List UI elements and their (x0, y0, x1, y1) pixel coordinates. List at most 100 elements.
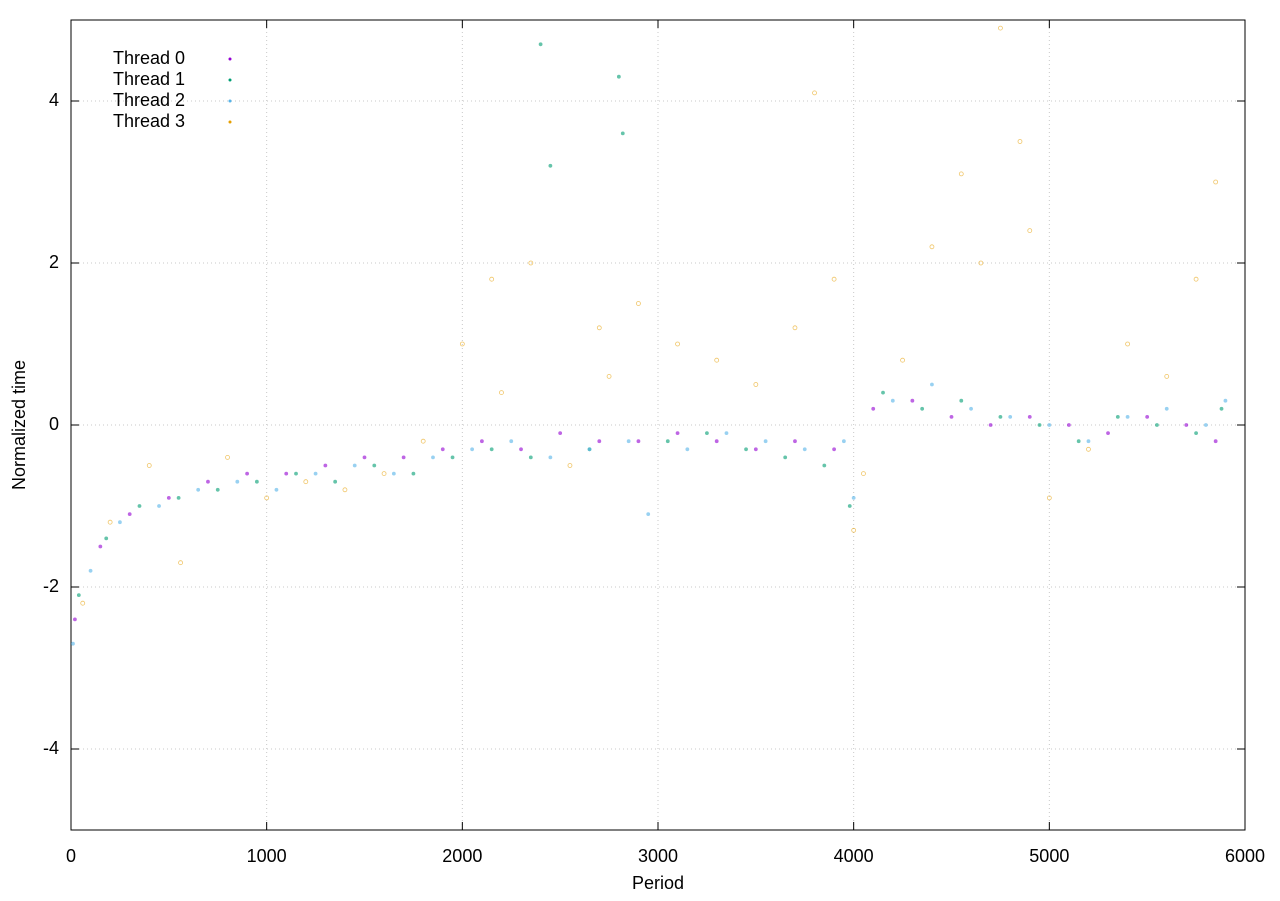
point (900, 357, 905, 363)
point (225, 454, 230, 460)
point (479, 439, 484, 444)
point (215, 487, 220, 492)
point (596, 325, 602, 331)
legend-marker (228, 120, 232, 124)
x-axis-label: Period (632, 873, 684, 893)
point (1076, 439, 1081, 444)
point (847, 504, 852, 508)
point (538, 42, 543, 47)
point (1125, 341, 1130, 347)
x-tick-label: 0 (66, 846, 76, 866)
plot-frame (70, 19, 1246, 831)
legend-label: Thread 2 (113, 90, 185, 110)
point (890, 398, 895, 403)
point (822, 463, 827, 468)
point (1106, 431, 1110, 436)
x-tick-label: 6000 (1225, 846, 1265, 866)
point (636, 439, 641, 444)
point (1193, 276, 1199, 282)
y-tick-label: 4 (49, 90, 59, 110)
point (401, 455, 406, 460)
point (245, 471, 250, 476)
point (178, 560, 183, 566)
point (714, 357, 720, 363)
point (881, 390, 885, 395)
point (381, 471, 387, 477)
point (104, 536, 109, 541)
point (636, 301, 641, 306)
point (333, 479, 338, 484)
point (646, 512, 651, 516)
point (665, 439, 670, 444)
point (1037, 423, 1042, 427)
point (127, 512, 132, 516)
point (196, 487, 201, 492)
point (1046, 495, 1052, 501)
point (920, 406, 925, 411)
legend-label: Thread 1 (113, 69, 185, 89)
legend-marker (228, 57, 232, 61)
point (342, 487, 348, 493)
point (254, 479, 259, 484)
point (450, 455, 455, 460)
point (1125, 414, 1130, 419)
point (118, 520, 122, 525)
point (675, 431, 680, 436)
point (1086, 439, 1091, 444)
point (871, 406, 876, 411)
point (548, 163, 553, 168)
point (1086, 446, 1091, 452)
y-tick-label: -2 (43, 576, 59, 596)
point (930, 382, 934, 387)
point (519, 447, 523, 452)
point (1155, 423, 1159, 427)
point (959, 398, 964, 403)
point (80, 600, 86, 606)
point (264, 495, 270, 501)
point (616, 74, 621, 79)
point (958, 171, 964, 177)
x-tick-label: 5000 (1029, 846, 1069, 866)
point (489, 276, 495, 282)
point (851, 527, 857, 533)
point (929, 244, 935, 250)
point (1017, 139, 1023, 144)
point (675, 341, 680, 347)
y-tick-label: -4 (43, 738, 59, 758)
point (313, 471, 318, 476)
point (1027, 228, 1033, 234)
point (420, 438, 426, 444)
point (792, 325, 798, 331)
point (470, 447, 475, 452)
point (391, 471, 396, 476)
point (509, 439, 514, 444)
point (1223, 398, 1228, 403)
point (949, 414, 954, 419)
point (841, 439, 846, 444)
point (626, 439, 631, 444)
point (832, 447, 836, 452)
point (969, 406, 973, 411)
point (274, 487, 279, 492)
y-axis-label: Normalized time (9, 360, 29, 490)
point (1067, 423, 1071, 427)
point (620, 131, 625, 136)
point (705, 431, 709, 436)
point (76, 593, 81, 597)
point (146, 463, 152, 468)
point (107, 519, 113, 525)
point (440, 447, 445, 452)
point (176, 495, 181, 500)
point (783, 455, 788, 460)
point (157, 504, 161, 508)
point (235, 479, 240, 484)
point (851, 495, 856, 500)
point (587, 447, 592, 452)
point (166, 495, 171, 500)
point (1219, 406, 1224, 411)
point (284, 471, 289, 476)
point (744, 447, 748, 452)
point (1184, 423, 1189, 427)
point (1047, 423, 1052, 427)
